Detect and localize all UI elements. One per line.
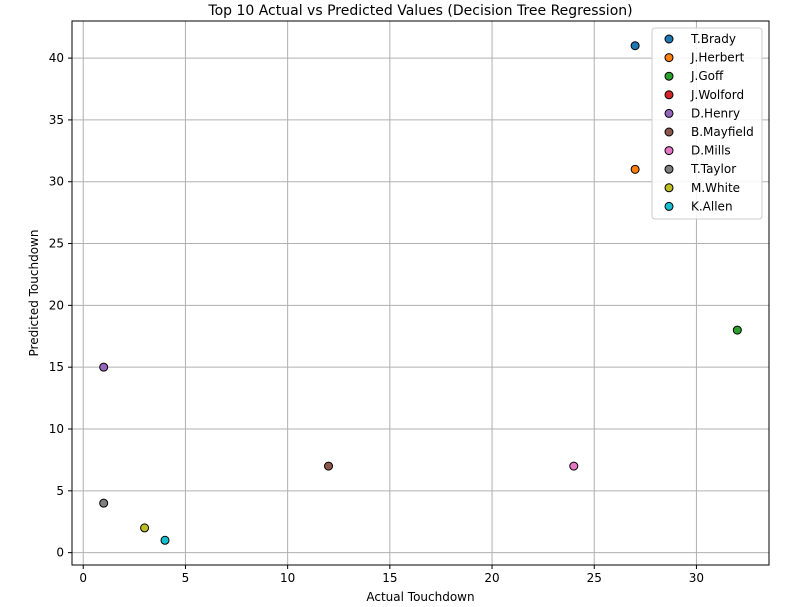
legend-marker: [664, 34, 674, 44]
legend-box: [651, 27, 763, 220]
x-tick-label: 0: [79, 571, 87, 585]
legend-label: K.Allen: [691, 199, 733, 213]
legend-label: T.Taylor: [690, 162, 736, 176]
legend-label: T.Brady: [690, 32, 736, 46]
legend-label: D.Mills: [691, 144, 731, 158]
data-point: [99, 498, 109, 508]
y-tick-label: 25: [49, 237, 64, 251]
x-tick-label: 5: [182, 571, 190, 585]
x-tick-label: 20: [484, 571, 499, 585]
data-point: [324, 461, 334, 471]
legend-label: M.White: [691, 181, 740, 195]
data-point: [160, 535, 170, 545]
y-tick-label: 20: [49, 298, 64, 312]
legend-label: J.Goff: [690, 69, 724, 83]
y-tick-label: 0: [56, 546, 64, 560]
chart-title: Top 10 Actual vs Predicted Values (Decis…: [207, 3, 632, 19]
y-axis-label: Predicted Touchdown: [27, 230, 41, 357]
y-tick-label: 35: [49, 113, 64, 127]
legend-label: D.Henry: [691, 106, 740, 120]
y-tick-label: 5: [56, 484, 64, 498]
legend-marker: [664, 146, 674, 156]
legend-label: J.Wolford: [690, 88, 744, 102]
y-tick-label: 40: [49, 51, 64, 65]
data-point: [630, 164, 640, 174]
legend-marker: [664, 127, 674, 137]
x-tick-label: 10: [280, 571, 295, 585]
legend-marker: [664, 183, 674, 193]
legend-marker: [664, 164, 674, 174]
legend-marker: [664, 201, 674, 211]
y-tick-label: 15: [49, 360, 64, 374]
legend-marker: [664, 53, 674, 63]
data-point: [99, 362, 109, 372]
legend-marker: [664, 90, 674, 100]
x-tick-label: 15: [382, 571, 397, 585]
y-tick-label: 30: [49, 175, 64, 189]
legend: T.Brady J.Herbert J.Goff J.Wolford D.Henry B.…: [651, 27, 763, 220]
legend-label: J.Herbert: [690, 51, 745, 65]
plot-frame: [71, 20, 770, 566]
x-axis-label: Actual Touchdown: [366, 590, 474, 604]
legend-marker: [664, 108, 674, 118]
data-point: [630, 41, 640, 51]
x-tick-label: 30: [689, 571, 704, 585]
legend-marker: [664, 71, 674, 81]
data-point: [569, 461, 579, 471]
y-tick-label: 10: [49, 422, 64, 436]
data-point: [732, 325, 742, 335]
data-point: [140, 523, 150, 533]
legend-label: B.Mayfield: [691, 125, 754, 139]
x-tick-label: 25: [587, 571, 602, 585]
